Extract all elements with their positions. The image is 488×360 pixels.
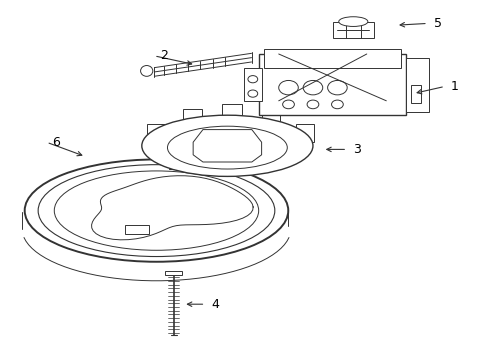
Bar — [405, 58, 428, 112]
Bar — [124, 225, 149, 234]
Text: 3: 3 — [352, 143, 360, 156]
Bar — [261, 153, 281, 169]
Ellipse shape — [338, 17, 367, 26]
Bar — [164, 271, 182, 275]
Text: 6: 6 — [52, 136, 60, 149]
Bar — [244, 68, 261, 101]
Bar — [168, 153, 188, 169]
Ellipse shape — [167, 126, 287, 169]
Bar — [259, 54, 405, 115]
Text: 1: 1 — [450, 80, 458, 93]
Text: 4: 4 — [211, 298, 219, 311]
Text: 5: 5 — [433, 17, 441, 30]
Polygon shape — [193, 130, 261, 162]
Bar — [212, 157, 232, 173]
Bar — [295, 124, 314, 142]
Bar — [261, 109, 280, 126]
Bar — [264, 49, 400, 68]
Text: 2: 2 — [160, 49, 167, 62]
Ellipse shape — [142, 115, 312, 176]
Bar — [146, 124, 167, 144]
Bar — [410, 85, 420, 103]
Bar — [183, 109, 202, 126]
Ellipse shape — [141, 66, 153, 76]
Bar — [222, 104, 242, 122]
Bar — [332, 22, 373, 38]
